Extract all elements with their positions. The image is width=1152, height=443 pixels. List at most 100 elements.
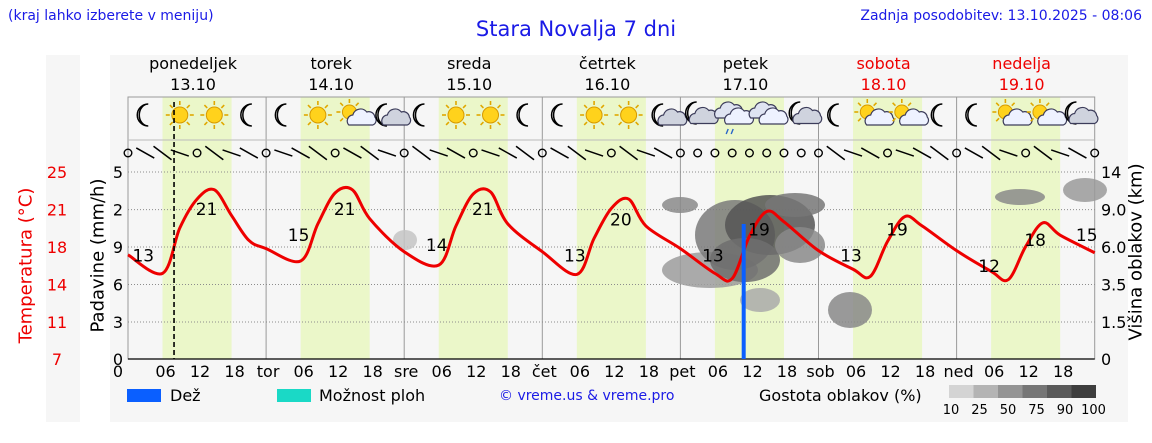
sun-ray xyxy=(220,121,225,126)
hour-tick-label: 06 xyxy=(155,362,175,381)
legend-density-value: 50 xyxy=(1000,403,1017,418)
temperature-value-label: 20 xyxy=(610,210,632,230)
day-name-label: nedelja xyxy=(992,54,1051,73)
sun-icon xyxy=(580,101,609,129)
hour-tick-label: 12 xyxy=(466,362,486,381)
temperature-tick-label: 21 xyxy=(47,201,67,220)
legend-density-value: 100 xyxy=(1081,403,1106,418)
wind-calm-symbol xyxy=(779,148,789,158)
sun-disc xyxy=(171,106,189,124)
daylight-bands xyxy=(162,97,1061,359)
cloud-shape xyxy=(899,108,930,126)
sun-ray xyxy=(600,121,605,126)
rain-bars xyxy=(741,224,746,359)
sun-ray xyxy=(892,117,897,122)
legend-density-value: 25 xyxy=(971,403,988,418)
day-date-label: 16.10 xyxy=(584,75,630,94)
hour-tick-label: 18 xyxy=(224,362,244,381)
day-labels: ponedeljek 13.10 torek 14.10 sreda 15.10 četrt… xyxy=(149,54,1051,94)
sun-ray xyxy=(497,104,501,109)
sun-ray xyxy=(907,102,912,107)
temperature-series: 13 21 15 21 14 21 13 20 13 19 13 19 12 18 15 xyxy=(127,102,1098,359)
hour-tick-label: 12 xyxy=(190,362,210,381)
cloud-height-axis-title: Višina oblakov (km) xyxy=(1125,163,1147,341)
temperature-value-label: 15 xyxy=(288,226,310,246)
hour-tick-label: 12 xyxy=(880,362,900,381)
hour-tick-label: 06 xyxy=(293,362,313,381)
sun-ray xyxy=(480,121,485,126)
cloud-shape xyxy=(1068,106,1099,125)
wind-calm-symbol xyxy=(883,148,893,158)
wind-barb-symbol xyxy=(550,147,569,159)
copyright-link[interactable]: © vreme.us & vreme.pro xyxy=(499,388,675,404)
moon-shape xyxy=(274,103,287,127)
rain-cloud-icon xyxy=(714,101,755,135)
sun-ray xyxy=(186,104,191,109)
wind-calm-symbol xyxy=(1090,148,1100,158)
hour-tick-label: 12 xyxy=(742,362,762,381)
legend-rain-swatch xyxy=(127,389,161,402)
precip-tick-label: 2 xyxy=(113,201,123,220)
legend-storm-label: Možnost ploh xyxy=(319,386,426,405)
legend-density-swatch xyxy=(973,385,998,398)
daylight-band xyxy=(300,97,370,359)
legend-density-value: 10 xyxy=(943,403,960,418)
day-abbr-tick-label: sre xyxy=(394,362,418,381)
daylight-band xyxy=(162,97,232,359)
sun-disc xyxy=(482,106,500,124)
daylight-band xyxy=(438,97,508,359)
wind-barb-symbol xyxy=(274,149,293,157)
daylight-band xyxy=(991,97,1061,359)
wind-calm-symbol xyxy=(330,148,340,158)
legend-rain-label: Dež xyxy=(170,386,201,405)
wind-barb-symbol xyxy=(291,147,310,159)
temperature-value-label: 13 xyxy=(840,247,862,267)
rain-drop xyxy=(730,128,734,135)
temperature-value-label: 13 xyxy=(564,247,586,267)
wind-barb-symbol xyxy=(912,147,932,159)
wind-barb-symbol xyxy=(619,145,639,161)
wind-barb-symbol xyxy=(308,145,328,161)
day-date-label: 14.10 xyxy=(308,75,354,94)
sun-cloud-icon xyxy=(336,99,377,126)
sun-ray xyxy=(462,104,467,109)
hour-tick-label: 06 xyxy=(432,362,452,381)
moon-shape xyxy=(240,103,252,127)
cloud-density-patch xyxy=(775,227,825,263)
moon-shape xyxy=(550,103,563,127)
right-axis: 14 9.0 6.0 3.5 1.5 0 xyxy=(1101,163,1126,369)
legend-cloud-density-label: Gostota oblakov (%) xyxy=(759,386,922,405)
sun-cloud-icon xyxy=(1026,99,1068,126)
wind-calm-symbol xyxy=(261,148,271,158)
temperature-tick-label: 25 xyxy=(47,163,67,182)
temperature-value-label: 15 xyxy=(1076,226,1098,246)
moon-shape xyxy=(827,103,839,127)
sun-ray xyxy=(1045,102,1050,107)
sun-ray xyxy=(169,121,174,126)
hour-tick-label: 06 xyxy=(846,362,866,381)
temperature-tick-label: 11 xyxy=(47,313,67,332)
precip-tick-label: 9 xyxy=(113,238,123,257)
moon-shape xyxy=(136,103,149,127)
cloud-shape xyxy=(758,107,789,125)
sun-ray xyxy=(307,121,312,126)
day-name-label: petek xyxy=(723,54,769,73)
cloud-height-tick-label: 1.5 xyxy=(1101,313,1126,332)
day-date-label: 17.10 xyxy=(723,75,769,94)
sun-ray xyxy=(324,104,329,109)
temperature-line xyxy=(127,185,1096,283)
precip-tick-label: 3 xyxy=(113,313,123,332)
last-updated: Zadnja posodobitev: 13.10.2025 - 08:06 xyxy=(860,8,1142,24)
hour-tick-label: 18 xyxy=(915,362,935,381)
wind-barb-symbol xyxy=(222,149,241,157)
wind-calm-symbol xyxy=(814,148,824,158)
sun-ray xyxy=(445,121,450,126)
cloud-shape xyxy=(688,106,719,125)
legend-density-value: 75 xyxy=(1028,403,1045,418)
wind-barb-symbol xyxy=(135,147,155,159)
sun-ray xyxy=(186,121,191,126)
wind-calm-symbol xyxy=(468,148,478,158)
day-date-label: 19.10 xyxy=(999,75,1045,94)
sun-icon xyxy=(441,101,470,129)
wind-calm-symbol xyxy=(762,148,772,158)
